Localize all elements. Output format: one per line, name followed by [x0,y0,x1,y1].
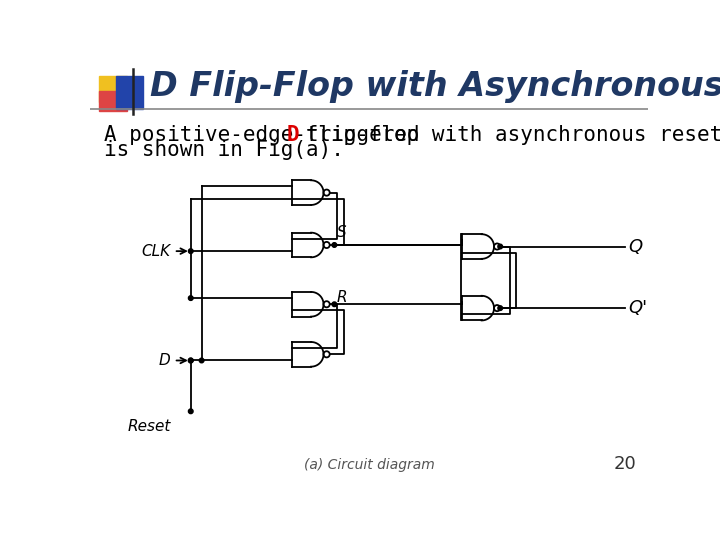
Bar [116,76,143,110]
Text: R: R [337,290,347,305]
Text: A positive-edge-triggered: A positive-edge-triggered [104,125,432,145]
Circle shape [189,296,193,300]
Text: is shown in Fig(a).: is shown in Fig(a). [104,140,344,160]
Text: 20: 20 [613,455,636,473]
Circle shape [189,409,193,414]
Text: D: D [287,125,299,145]
Text: Q': Q' [628,299,647,317]
Circle shape [189,358,193,363]
Circle shape [498,306,503,310]
Text: D Flip-Flop with Asynchronous Reset: D Flip-Flop with Asynchronous Reset [150,70,720,103]
Text: CLK: CLK [141,244,171,259]
Bar [99,76,127,102]
Circle shape [199,358,204,363]
Bar [99,91,127,111]
Circle shape [498,244,503,249]
Circle shape [189,358,193,363]
Text: (a) Circuit diagram: (a) Circuit diagram [304,457,434,471]
Text: S: S [337,225,346,240]
Text: Q: Q [628,238,642,255]
Text: Reset: Reset [127,419,171,434]
Circle shape [189,249,193,253]
Text: D: D [159,353,171,368]
Circle shape [332,302,337,307]
Text: flip-flop with asynchronous reset: flip-flop with asynchronous reset [293,125,720,145]
Circle shape [332,242,337,247]
